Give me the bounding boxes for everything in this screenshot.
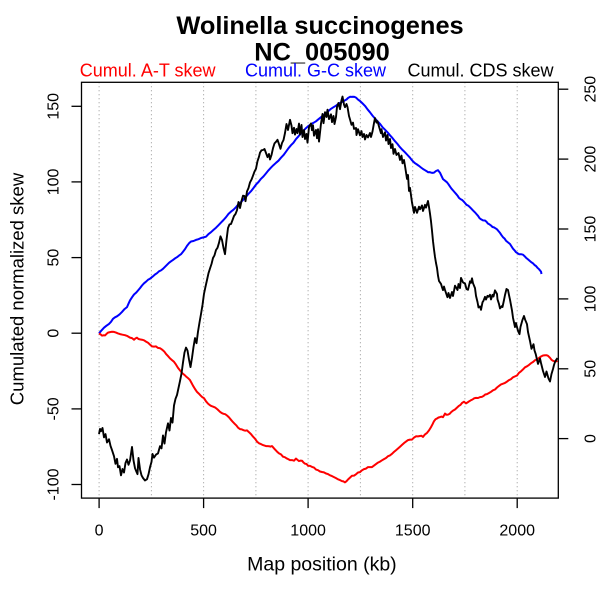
svg-text:NC_005090: NC_005090 [254,39,390,67]
svg-text:2000: 2000 [499,523,535,540]
svg-text:Wolinella succinogenes: Wolinella succinogenes [176,12,463,40]
svg-text:-100: -100 [46,468,63,500]
svg-text:250: 250 [583,76,600,103]
svg-text:50: 50 [46,249,63,267]
svg-text:Cumul. A-T skew: Cumul. A-T skew [80,61,217,81]
svg-text:50: 50 [583,360,600,378]
svg-text:0: 0 [46,329,63,338]
svg-text:Cumul. G-C skew: Cumul. G-C skew [245,61,387,81]
svg-text:Map position (kb): Map position (kb) [247,554,397,576]
svg-text:1500: 1500 [395,523,431,540]
svg-text:0: 0 [583,434,600,443]
svg-text:Cumul. CDS skew: Cumul. CDS skew [408,61,555,81]
svg-text:200: 200 [583,146,600,173]
svg-text:150: 150 [583,216,600,243]
svg-text:1000: 1000 [290,523,326,540]
svg-text:-50: -50 [46,397,63,420]
svg-text:100: 100 [583,285,600,312]
svg-text:500: 500 [190,523,217,540]
svg-text:0: 0 [95,523,104,540]
svg-text:Cumulated normalized skew: Cumulated normalized skew [7,172,28,405]
svg-text:100: 100 [46,168,63,195]
svg-text:150: 150 [46,93,63,120]
